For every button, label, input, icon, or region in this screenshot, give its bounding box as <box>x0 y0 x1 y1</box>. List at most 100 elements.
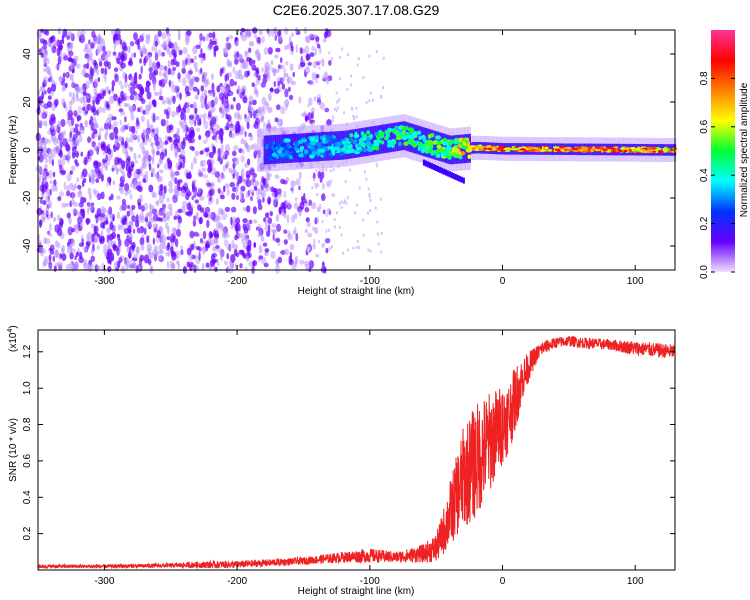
heatmap-noise-cell <box>58 75 63 80</box>
heatmap-noise-cell <box>298 171 302 180</box>
heatmap-noise-cell <box>249 168 255 176</box>
heatmap-noise-cell <box>62 138 68 147</box>
heatmap-noise-cell <box>192 45 198 55</box>
ridge-peak-cell <box>467 154 472 159</box>
heatmap-faint-cell <box>352 115 355 119</box>
colorbar-tick-label: 0.4 <box>699 168 710 182</box>
heatmap-noise-cell <box>177 29 181 37</box>
heatmap-noise-cell <box>201 167 207 172</box>
heatmap-noise-cell <box>248 261 254 267</box>
heatmap-noise-cell <box>129 94 134 101</box>
heatmap-noise-cell <box>263 262 269 268</box>
heatmap-faint-cell <box>368 99 371 103</box>
heatmap-noise-cell <box>68 100 73 106</box>
heatmap-noise-cell <box>202 139 208 144</box>
heatmap-noise-cell <box>139 58 143 64</box>
heatmap-faint-cell <box>376 220 379 224</box>
x-tick-label: -100 <box>360 576 380 587</box>
heatmap-noise-cell <box>243 29 250 39</box>
heatmap-noise-cell <box>220 209 225 215</box>
heatmap-noise-cell <box>87 187 92 195</box>
heatmap-noise-cell <box>40 248 44 257</box>
heatmap-noise-cell <box>93 68 98 73</box>
heatmap-noise-cell <box>225 113 229 120</box>
heatmap-noise-cell <box>69 32 74 39</box>
heatmap-noise-cell <box>167 161 172 170</box>
heatmap-noise-cell <box>43 120 48 127</box>
heatmap-noise-cell <box>60 218 64 226</box>
heatmap-noise-cell <box>102 158 106 163</box>
ridge-band-cell <box>383 124 386 154</box>
heatmap-faint-cell <box>319 50 322 54</box>
ridge-peak-cell <box>563 149 568 152</box>
heatmap-noise-cell <box>247 158 251 166</box>
heatmap-faint-cell <box>362 233 365 237</box>
ridge-peak-cell <box>474 146 479 149</box>
heatmap-noise-cell <box>51 158 54 167</box>
heatmap-noise-cell <box>111 85 115 92</box>
ridge-peak-cell <box>338 151 345 156</box>
heatmap-faint-cell <box>318 66 321 70</box>
heatmap-noise-cell <box>216 221 221 229</box>
heatmap-noise-cell <box>48 43 52 48</box>
ridge-branch-cell <box>438 166 441 173</box>
heatmap-noise-cell <box>140 47 146 55</box>
heatmap-noise-cell <box>321 261 325 268</box>
heatmap-noise-cell <box>234 58 239 65</box>
heatmap-noise-cell <box>124 79 128 89</box>
heatmap-noise-cell <box>236 51 240 58</box>
heatmap-noise-cell <box>321 182 325 190</box>
heatmap-noise-cell <box>169 238 175 243</box>
heatmap-noise-cell <box>51 149 56 158</box>
heatmap-noise-cell <box>203 117 206 124</box>
ridge-peak-cell <box>284 138 291 143</box>
heatmap-noise-cell <box>119 38 123 45</box>
heatmap-noise-cell <box>323 71 328 80</box>
heatmap-noise-cell <box>313 96 317 102</box>
heatmap-noise-cell <box>293 212 298 220</box>
ridge-band-cell <box>393 122 396 152</box>
heatmap-noise-cell <box>131 215 137 222</box>
heatmap-noise-cell <box>151 63 157 71</box>
heatmap-noise-cell <box>232 97 236 102</box>
ridge-band-cell <box>351 129 354 159</box>
heatmap-noise-cell <box>213 238 218 244</box>
heatmap-noise-cell <box>163 162 169 170</box>
heatmap-noise-cell <box>224 239 229 247</box>
heatmap-faint-cell <box>336 100 339 104</box>
heatmap-noise-cell <box>251 175 255 185</box>
heatmap-noise-cell <box>40 112 46 119</box>
heatmap-noise-cell <box>185 72 191 79</box>
ridge-peak-cell <box>566 147 572 150</box>
heatmap-noise-cell <box>117 224 121 231</box>
heatmap-noise-cell <box>38 32 42 41</box>
heatmap-noise-cell <box>192 86 198 92</box>
heatmap-noise-cell <box>207 165 212 174</box>
heatmap-noise-cell <box>185 106 191 114</box>
heatmap-noise-cell <box>47 95 52 101</box>
x-tick-label: -300 <box>94 576 114 587</box>
heatmap-noise-cell <box>120 110 126 116</box>
heatmap-noise-cell <box>233 81 237 86</box>
ridge-halo-cell <box>258 128 261 172</box>
heatmap-noise-cell <box>94 36 100 44</box>
heatmap-faint-cell <box>332 115 335 119</box>
heatmap-noise-cell <box>60 158 66 166</box>
heatmap-noise-cell <box>176 260 180 265</box>
heatmap-noise-cell <box>206 78 210 86</box>
heatmap-noise-cell <box>120 90 125 100</box>
heatmap-noise-cell <box>169 207 173 217</box>
heatmap-noise-cell <box>121 171 126 180</box>
heatmap-noise-cell <box>62 77 66 83</box>
ridge-peak-cell <box>451 151 457 157</box>
heatmap-noise-cell <box>78 125 82 132</box>
heatmap-noise-cell <box>132 253 139 259</box>
heatmap-noise-cell <box>79 127 85 134</box>
heatmap-faint-cell <box>375 162 378 166</box>
heatmap-noise-cell <box>142 109 146 115</box>
ridge-band-cell <box>379 125 382 154</box>
heatmap-faint-cell <box>355 115 358 119</box>
heatmap-noise-cell <box>277 118 283 128</box>
heatmap-noise-cell <box>99 238 103 245</box>
heatmap-noise-cell <box>91 67 95 77</box>
